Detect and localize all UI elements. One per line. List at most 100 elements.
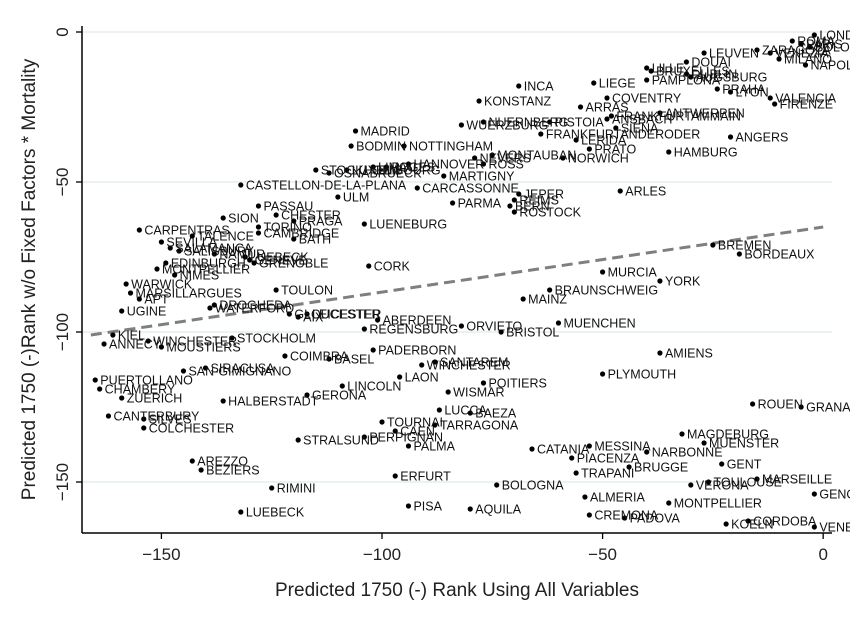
data-point: [767, 50, 773, 56]
point-label: WISMAR: [453, 386, 504, 400]
point-label: DROGHEDA: [219, 299, 292, 313]
data-point: [211, 302, 217, 308]
data-point: [802, 62, 809, 68]
x-tick-label: −100: [363, 545, 401, 564]
point-label: LUEBECK: [250, 251, 309, 265]
point-label: KONSTANZ: [484, 95, 551, 109]
data-point: [414, 185, 420, 191]
data-point: [180, 368, 187, 374]
point-label: BASEL: [334, 353, 374, 367]
point-label: LEICESTER: [312, 308, 381, 322]
point-label: PRAGA: [299, 215, 343, 229]
point-label: CARPENTRAS: [144, 224, 229, 238]
point-label: COIMBRA: [290, 350, 349, 364]
data-point: [573, 137, 579, 143]
point-label: BATH: [299, 233, 331, 247]
data-point: [432, 359, 438, 365]
data-point: [657, 278, 663, 284]
point-label: VENEZIA: [819, 521, 850, 535]
x-tick-label: −50: [588, 545, 617, 564]
point-label: CATANIA: [537, 443, 590, 457]
point-label: CORK: [374, 260, 411, 274]
data-point: [220, 215, 226, 221]
point-label: TARRAGONA: [440, 419, 519, 433]
point-label: WUERZBURG: [466, 119, 548, 133]
data-point: [145, 338, 151, 344]
point-label: MONTPELLIER: [162, 263, 250, 277]
data-point: [247, 257, 253, 263]
data-point: [172, 272, 178, 278]
data-point: [586, 443, 592, 449]
point-label: GENEVE: [255, 254, 307, 268]
data-point: [123, 281, 129, 287]
data-point: [498, 329, 504, 335]
data-point: [397, 374, 403, 380]
data-point: [436, 407, 442, 413]
data-point: [326, 170, 332, 176]
data-point: [313, 167, 319, 173]
point-label: UGINE: [127, 305, 167, 319]
point-label: AMIENS: [665, 347, 713, 361]
data-point: [97, 386, 103, 392]
data-point: [811, 491, 817, 497]
data-point: [688, 74, 694, 80]
data-point: [105, 413, 112, 419]
point-label: CHESTER: [281, 209, 341, 223]
point-label: PADERBORN: [378, 344, 456, 358]
data-point: [767, 95, 773, 101]
data-point: [480, 161, 487, 167]
data-point: [207, 305, 213, 311]
data-point: [472, 155, 478, 161]
data-point: [547, 287, 553, 293]
data-point: [291, 218, 297, 224]
data-point: [476, 98, 482, 104]
point-label: MESSINA: [594, 440, 651, 454]
data-point: [507, 203, 513, 209]
point-label: LAON: [405, 371, 439, 385]
point-label: PASSAU: [263, 200, 313, 214]
point-label: LILLE: [652, 62, 685, 76]
data-point: [374, 317, 381, 323]
data-point: [683, 71, 690, 77]
data-point: [273, 212, 279, 218]
axes: [76, 26, 832, 539]
point-label: ALMERIA: [590, 491, 646, 505]
point-label: WINCHESTER: [427, 359, 511, 373]
data-point: [366, 263, 372, 269]
point-label: WATERFORD: [215, 302, 294, 316]
data-point: [158, 344, 165, 350]
data-point: [251, 260, 257, 266]
point-label: NARBONNE: [652, 446, 723, 460]
point-label: CASTELLON-DE-LA-PLANA: [246, 179, 407, 193]
data-point: [405, 443, 412, 449]
point-label: KIEL: [118, 329, 145, 343]
point-label: MAINZ: [528, 293, 567, 307]
point-label: BRISTOL: [506, 326, 559, 340]
point-label: MUENSTER: [709, 437, 779, 451]
point-label: KOELN: [731, 518, 773, 532]
data-point: [586, 512, 592, 518]
data-point: [189, 458, 195, 464]
data-point: [295, 437, 301, 443]
data-point: [701, 440, 707, 446]
data-point: [432, 422, 438, 428]
fit-line-group: [90, 225, 824, 337]
point-label: SIRACUSA: [211, 362, 276, 376]
point-label: GLOUCESTER: [294, 308, 380, 322]
data-point: [101, 341, 107, 347]
data-point: [136, 296, 142, 302]
data-point: [458, 122, 465, 128]
y-tick-label: −150: [53, 463, 72, 501]
point-label: PERPIGNAN: [369, 431, 443, 445]
point-label: GENOVA: [819, 488, 850, 502]
point-label: TORINO: [263, 221, 312, 235]
point-label: VALENCIA: [775, 92, 837, 106]
data-point: [657, 350, 663, 356]
data-point: [538, 131, 544, 137]
data-point: [591, 80, 597, 86]
point-label: LINCOLN: [347, 380, 401, 394]
point-label: STOCKHOLM: [237, 332, 316, 346]
data-point: [666, 500, 672, 506]
point-label: ANTWERPEN: [665, 107, 745, 121]
